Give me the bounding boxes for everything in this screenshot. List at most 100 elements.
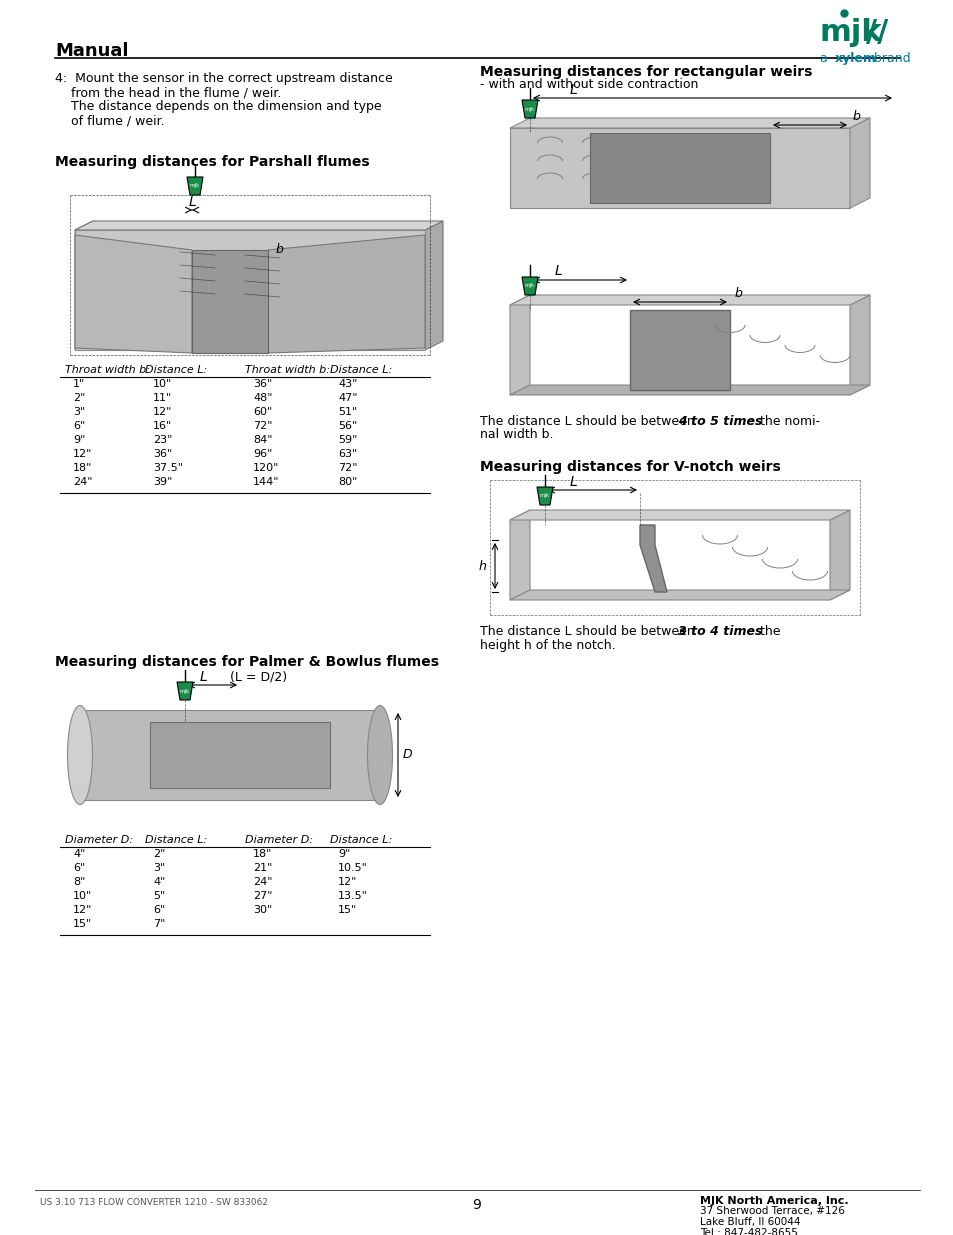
Text: Measuring distances for Parshall flumes: Measuring distances for Parshall flumes — [55, 156, 369, 169]
Polygon shape — [510, 510, 530, 600]
Polygon shape — [829, 510, 849, 600]
Polygon shape — [75, 230, 424, 350]
Text: 18": 18" — [73, 463, 92, 473]
Polygon shape — [177, 682, 193, 700]
Text: 48": 48" — [253, 393, 273, 403]
Text: 15": 15" — [337, 905, 356, 915]
Text: brand: brand — [869, 52, 910, 65]
Polygon shape — [537, 487, 553, 505]
Text: 3": 3" — [152, 863, 165, 873]
Polygon shape — [510, 128, 849, 207]
Text: 37 Sherwood Terrace, #126: 37 Sherwood Terrace, #126 — [700, 1207, 844, 1216]
Polygon shape — [192, 249, 268, 353]
Text: Lake Bluff, Il 60044: Lake Bluff, Il 60044 — [700, 1216, 800, 1228]
Text: 10": 10" — [152, 379, 172, 389]
Text: 27": 27" — [253, 890, 273, 902]
Text: of flume / weir.: of flume / weir. — [55, 114, 165, 127]
Text: L: L — [555, 264, 562, 278]
Text: Diameter D:: Diameter D: — [245, 835, 313, 845]
Polygon shape — [424, 221, 442, 350]
Polygon shape — [187, 177, 203, 195]
Text: 6": 6" — [152, 905, 165, 915]
Text: MJK North America, Inc.: MJK North America, Inc. — [700, 1195, 848, 1207]
Text: 10": 10" — [73, 890, 92, 902]
Text: 37.5": 37.5" — [152, 463, 183, 473]
Text: 36": 36" — [152, 450, 172, 459]
Text: 8": 8" — [73, 877, 85, 887]
Text: 39": 39" — [152, 477, 172, 487]
Polygon shape — [150, 722, 330, 788]
Text: 43": 43" — [337, 379, 357, 389]
Text: 11": 11" — [152, 393, 172, 403]
Text: 63": 63" — [337, 450, 356, 459]
Text: 51": 51" — [337, 408, 356, 417]
Text: The distance L should be between: The distance L should be between — [479, 415, 698, 429]
Text: 60": 60" — [253, 408, 272, 417]
Text: 4:  Mount the sensor in the correct upstream distance: 4: Mount the sensor in the correct upstr… — [55, 72, 393, 85]
Text: Throat width b:: Throat width b: — [65, 366, 150, 375]
Text: 59": 59" — [337, 435, 357, 445]
Text: Distance L:: Distance L: — [330, 835, 392, 845]
Text: 10.5": 10.5" — [337, 863, 368, 873]
Polygon shape — [629, 310, 729, 390]
Polygon shape — [268, 235, 424, 353]
Ellipse shape — [68, 705, 92, 804]
Text: 80": 80" — [337, 477, 357, 487]
Text: D: D — [402, 748, 413, 762]
Text: 12": 12" — [152, 408, 172, 417]
Polygon shape — [849, 295, 869, 395]
Text: 5": 5" — [152, 890, 165, 902]
Text: Tel.: 847-482-8655: Tel.: 847-482-8655 — [700, 1228, 797, 1235]
Polygon shape — [521, 100, 537, 119]
Text: 2": 2" — [152, 848, 165, 860]
Text: 4": 4" — [152, 877, 165, 887]
Text: 4 to 5 times: 4 to 5 times — [678, 415, 761, 429]
Text: L: L — [569, 475, 578, 489]
Text: xylem: xylem — [834, 52, 876, 65]
Text: 9": 9" — [73, 435, 85, 445]
Text: 15": 15" — [73, 919, 92, 929]
Text: L: L — [200, 671, 208, 684]
Text: Distance L:: Distance L: — [330, 366, 392, 375]
Text: b: b — [275, 243, 284, 256]
Text: nal width b.: nal width b. — [479, 429, 553, 441]
Polygon shape — [510, 385, 869, 395]
Ellipse shape — [367, 705, 392, 804]
Polygon shape — [639, 525, 666, 592]
Text: 84": 84" — [253, 435, 273, 445]
Polygon shape — [75, 221, 92, 350]
Polygon shape — [510, 295, 530, 395]
Text: mjk: mjk — [190, 184, 200, 189]
Polygon shape — [80, 710, 379, 800]
Text: 96": 96" — [253, 450, 273, 459]
Text: L: L — [569, 83, 578, 98]
Text: 56": 56" — [337, 421, 356, 431]
Text: 3": 3" — [73, 408, 85, 417]
Text: 47": 47" — [337, 393, 357, 403]
Text: mjk: mjk — [539, 494, 550, 499]
Text: L: L — [189, 195, 196, 209]
Text: The distance depends on the dimension and type: The distance depends on the dimension an… — [55, 100, 381, 112]
Text: mjk: mjk — [524, 106, 535, 111]
Text: Manual: Manual — [55, 42, 129, 61]
Text: 21": 21" — [253, 863, 273, 873]
Text: 3 to 4 times: 3 to 4 times — [678, 625, 761, 638]
Polygon shape — [75, 235, 192, 353]
Text: The distance L should be between: The distance L should be between — [479, 625, 698, 638]
Text: Throat width b:: Throat width b: — [245, 366, 330, 375]
Text: US 3.10 713 FLOW CONVERTER 1210 - SW 833062: US 3.10 713 FLOW CONVERTER 1210 - SW 833… — [40, 1198, 268, 1207]
Text: //: // — [865, 19, 887, 47]
Text: 16": 16" — [152, 421, 172, 431]
Text: - with and without side contraction: - with and without side contraction — [479, 78, 698, 91]
Text: 13.5": 13.5" — [337, 890, 368, 902]
Polygon shape — [510, 119, 869, 128]
Text: Diameter D:: Diameter D: — [65, 835, 133, 845]
Text: 7": 7" — [152, 919, 165, 929]
Text: mjk: mjk — [524, 284, 535, 289]
Text: 24": 24" — [73, 477, 92, 487]
Text: from the head in the flume / weir.: from the head in the flume / weir. — [55, 86, 281, 99]
Text: 24": 24" — [253, 877, 273, 887]
Text: 36": 36" — [253, 379, 272, 389]
Text: height h of the notch.: height h of the notch. — [479, 638, 615, 652]
Polygon shape — [75, 221, 442, 230]
